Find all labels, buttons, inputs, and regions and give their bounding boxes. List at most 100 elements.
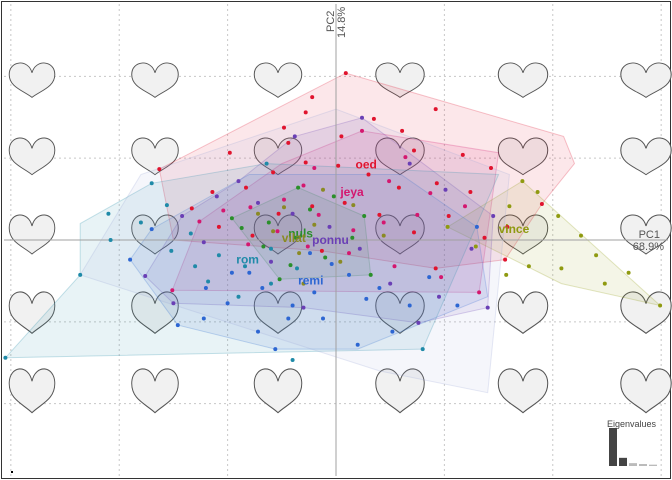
point-remi-0 xyxy=(225,301,230,306)
point-nuls-2 xyxy=(362,214,367,218)
point-vince-11 xyxy=(473,244,478,249)
heart-shape-r1-c4 xyxy=(497,137,549,176)
point-oed-18 xyxy=(271,170,276,175)
point-remi-21 xyxy=(455,303,460,308)
group-label-jeya: jeya xyxy=(339,185,364,199)
point-rom-13 xyxy=(169,248,174,253)
point-oed-30 xyxy=(482,235,487,240)
point-oed-24 xyxy=(276,211,281,216)
point-rom-1 xyxy=(78,272,83,277)
point-oed-2 xyxy=(282,125,286,130)
point-oed-29 xyxy=(446,214,451,218)
heart-shape-r3-c4 xyxy=(497,291,549,334)
point-oed-35 xyxy=(503,257,508,262)
point-remi-24 xyxy=(128,257,133,262)
point-vince-1 xyxy=(535,190,540,194)
heart-shape-r1-c0 xyxy=(8,137,56,176)
point-vilat-4 xyxy=(351,203,356,208)
point-oed-36 xyxy=(286,140,291,145)
point-rom-0 xyxy=(3,355,8,360)
point-oed-7 xyxy=(433,107,438,112)
point-jeya-21 xyxy=(170,288,175,293)
point-jeya-13 xyxy=(197,219,202,224)
y-axis-percentage: 14.8% xyxy=(336,7,348,38)
heart-shape-r3-c2 xyxy=(253,291,303,334)
heart-shape-r3-c3 xyxy=(375,291,425,334)
point-nuls-4 xyxy=(323,255,328,260)
point-remi-20 xyxy=(247,270,252,275)
point-oed-32 xyxy=(319,248,324,253)
group-label-ponnu: ponnu xyxy=(312,233,349,247)
point-rom-12 xyxy=(206,279,211,284)
point-remi-22 xyxy=(308,251,312,256)
point-remi-10 xyxy=(290,303,295,308)
group-label-vince: vince xyxy=(499,222,530,236)
heart-shape-r0-c0 xyxy=(8,62,56,98)
point-rom-5 xyxy=(188,231,193,236)
point-remi-11 xyxy=(260,286,265,290)
heart-shape-r2-c2 xyxy=(253,214,303,255)
point-vince-5 xyxy=(626,270,631,275)
group-label-nuls: nuls xyxy=(288,226,313,240)
point-oed-31 xyxy=(433,266,438,271)
point-nuls-3 xyxy=(350,235,355,240)
point-nuls-13 xyxy=(229,216,234,221)
point-rom-14 xyxy=(106,211,111,216)
point-nuls-10 xyxy=(308,207,312,212)
point-remi-3 xyxy=(312,290,317,295)
hull-vince xyxy=(446,180,662,307)
point-rom-16 xyxy=(193,264,198,269)
point-oed-26 xyxy=(342,200,347,205)
point-jeya-4 xyxy=(428,191,433,196)
point-jeya-15 xyxy=(275,229,280,234)
point-vince-6 xyxy=(658,303,663,308)
point-jeya-6 xyxy=(415,212,420,217)
point-oed-13 xyxy=(434,181,439,186)
point-ponnu-19 xyxy=(485,305,490,310)
heart-shape-r2-c3 xyxy=(375,214,425,255)
point-jeya-18 xyxy=(392,264,397,269)
point-ponnu-9 xyxy=(357,246,362,251)
point-ponnu-1 xyxy=(292,134,297,139)
point-vilat-8 xyxy=(321,187,325,192)
heart-shape-r4-c4 xyxy=(497,368,549,414)
heart-shape-r4-c2 xyxy=(253,368,303,414)
eigenvalue-bar-0 xyxy=(609,428,617,466)
axis-labels: PC1 68.9% PC2 14.8% xyxy=(325,7,664,253)
eigenvalues-inset: Eigenvalues xyxy=(607,419,657,466)
point-vilat-5 xyxy=(338,259,343,264)
point-remi-17 xyxy=(364,296,369,301)
point-rom-15 xyxy=(149,181,154,186)
point-rom-7 xyxy=(243,264,247,269)
point-vince-10 xyxy=(504,272,509,277)
heart-shape-r0-c2 xyxy=(253,62,303,98)
point-rom-18 xyxy=(420,347,425,352)
point-remi-5 xyxy=(377,286,382,290)
point-ponnu-11 xyxy=(290,211,295,216)
point-remi-18 xyxy=(427,275,432,280)
heart-shape-r0-c4 xyxy=(497,62,549,98)
point-jeya-0 xyxy=(360,128,364,133)
eigenvalue-bar-1 xyxy=(619,457,627,466)
point-remi-16 xyxy=(329,262,334,266)
point-oed-8 xyxy=(460,152,465,157)
point-ponnu-13 xyxy=(214,194,219,199)
point-oed-25 xyxy=(310,204,315,209)
point-oed-34 xyxy=(227,150,232,155)
point-oed-12 xyxy=(468,190,473,194)
group-label-remi: remi xyxy=(298,273,323,287)
point-ponnu-20 xyxy=(236,179,241,184)
point-vilat-7 xyxy=(381,233,386,238)
point-vilat-2 xyxy=(297,251,302,256)
point-nuls-11 xyxy=(368,272,373,277)
point-ponnu-15 xyxy=(201,240,206,245)
point-vilat-9 xyxy=(301,281,306,286)
group-label-rom: rom xyxy=(236,253,259,267)
point-rom-3 xyxy=(138,220,143,225)
point-vilat-3 xyxy=(271,229,276,234)
eigenvalue-bar-4 xyxy=(649,464,657,466)
point-vilat-1 xyxy=(312,222,317,227)
heart-shape-r4-c1 xyxy=(131,368,179,414)
point-vince-4 xyxy=(594,253,599,258)
heart-shape-r4-c0 xyxy=(8,368,56,414)
